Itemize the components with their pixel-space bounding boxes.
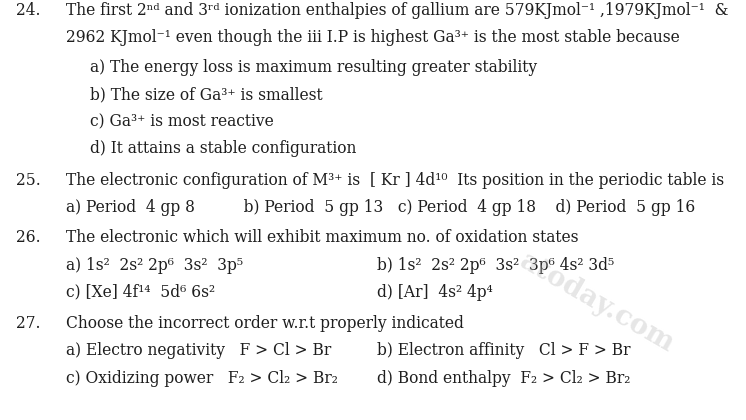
Text: b) 1s²  2s² 2p⁶  3s²  3p⁶ 4s² 3d⁵: b) 1s² 2s² 2p⁶ 3s² 3p⁶ 4s² 3d⁵ — [377, 257, 614, 274]
Text: d) It attains a stable configuration: d) It attains a stable configuration — [90, 140, 356, 157]
Text: c) Ga³⁺ is most reactive: c) Ga³⁺ is most reactive — [90, 113, 273, 130]
Text: The electronic configuration of M³⁺ is  [ Kr ] 4d¹⁰  Its position in the periodi: The electronic configuration of M³⁺ is [… — [66, 172, 724, 189]
Text: d) [Ar]  4s² 4p⁴: d) [Ar] 4s² 4p⁴ — [377, 284, 492, 301]
Text: 25.: 25. — [16, 172, 41, 189]
Text: Choose the incorrect order w.r.t properly indicated: Choose the incorrect order w.r.t properl… — [66, 315, 463, 332]
Text: c) [Xe] 4f¹⁴  5d⁶ 6s²: c) [Xe] 4f¹⁴ 5d⁶ 6s² — [66, 284, 215, 301]
Text: atoday.com: atoday.com — [515, 247, 679, 357]
Text: a) Electro negativity   F > Cl > Br: a) Electro negativity F > Cl > Br — [66, 342, 331, 360]
Text: a) 1s²  2s² 2p⁶  3s²  3p⁵: a) 1s² 2s² 2p⁶ 3s² 3p⁵ — [66, 257, 242, 274]
Text: d) Bond enthalpy  F₂ > Cl₂ > Br₂: d) Bond enthalpy F₂ > Cl₂ > Br₂ — [377, 370, 630, 387]
Text: The electronic which will exhibit maximum no. of oxidation states: The electronic which will exhibit maximu… — [66, 229, 578, 246]
Text: The first 2ⁿᵈ and 3ʳᵈ ionization enthalpies of gallium are 579KJmol⁻¹ ,1979KJmol: The first 2ⁿᵈ and 3ʳᵈ ionization enthalp… — [66, 2, 728, 19]
Text: 24.: 24. — [16, 2, 41, 19]
Text: c) Oxidizing power   F₂ > Cl₂ > Br₂: c) Oxidizing power F₂ > Cl₂ > Br₂ — [66, 370, 337, 387]
Text: a) Period  4 gp 8          b) Period  5 gp 13   c) Period  4 gp 18    d) Period : a) Period 4 gp 8 b) Period 5 gp 13 c) Pe… — [66, 199, 695, 216]
Text: 2962 KJmol⁻¹ even though the iii I.P is highest Ga³⁺ is the most stable because: 2962 KJmol⁻¹ even though the iii I.P is … — [66, 29, 680, 46]
Text: b) Electron affinity   Cl > F > Br: b) Electron affinity Cl > F > Br — [377, 342, 630, 360]
Text: 26.: 26. — [16, 229, 41, 246]
Text: 27.: 27. — [16, 315, 41, 332]
Text: a) The energy loss is maximum resulting greater stability: a) The energy loss is maximum resulting … — [90, 59, 536, 76]
Text: b) The size of Ga³⁺ is smallest: b) The size of Ga³⁺ is smallest — [90, 86, 322, 103]
